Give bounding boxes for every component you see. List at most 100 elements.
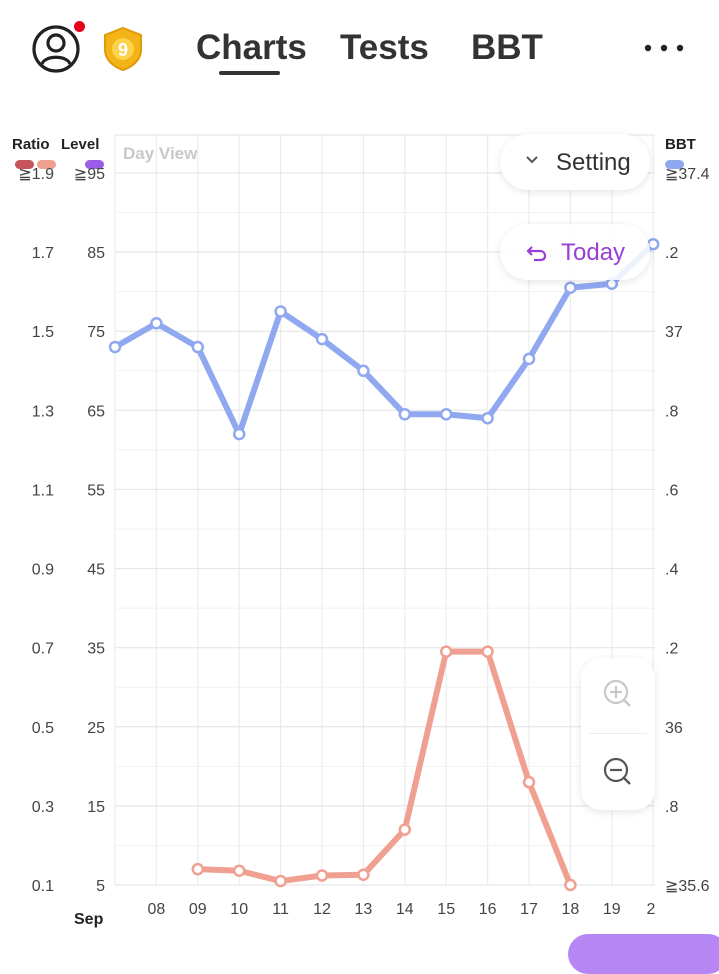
- series-line-0: [112, 241, 657, 438]
- series-point-0: [439, 408, 453, 421]
- setting-button[interactable]: Setting: [500, 134, 650, 190]
- series-point-1: [522, 775, 536, 789]
- level-tick-label: 25: [87, 720, 105, 737]
- level-tick-label: 35: [87, 641, 105, 658]
- ratio-tick-label: 1.3: [32, 403, 54, 420]
- x-tick-label: 08: [148, 901, 166, 918]
- x-tick-label: 14: [396, 901, 414, 918]
- series-point-0: [398, 408, 412, 421]
- chart-series: [108, 237, 660, 892]
- x-tick-label: 15: [437, 901, 455, 918]
- level-legend-swatch: [85, 160, 104, 169]
- ratio-tick-label: 0.5: [32, 720, 54, 737]
- bbt-tick-label: .2: [665, 641, 678, 658]
- series-line-1: [194, 648, 574, 888]
- ratio-tick-label: 0.9: [32, 562, 54, 579]
- bbt-legend-swatch: [665, 160, 684, 169]
- axis-ticks: ≧1.9 1.7 1.5 1.3 1.1 0.9 0.7 0.5 0.3 0.1 ≧95 85 75 65…: [18, 166, 709, 918]
- level-badge-icon[interactable]: 9: [101, 26, 145, 72]
- series-point-1: [481, 645, 494, 658]
- level-tick-label: 55: [87, 482, 105, 499]
- level-badge-number: 9: [118, 40, 128, 60]
- x-tick-label: 16: [479, 901, 497, 918]
- level-tick-label: 75: [87, 324, 105, 341]
- series-point-0: [481, 411, 494, 425]
- series-point-0: [315, 332, 329, 346]
- zoom-in-icon[interactable]: [596, 672, 640, 716]
- user-avatar-icon[interactable]: [31, 24, 81, 74]
- bbt-tick-label: .8: [665, 403, 678, 420]
- x-tick-label: 12: [313, 901, 331, 918]
- series-point-1: [564, 878, 577, 892]
- bbt-tick-label: ≧37.4: [665, 166, 710, 183]
- bbt-tick-label: .4: [665, 562, 678, 579]
- level-tick-label: 5: [96, 878, 105, 895]
- level-tick-label: 45: [87, 562, 105, 579]
- today-label: Today: [561, 239, 626, 266]
- notification-dot: [72, 19, 87, 34]
- x-tick-label: 13: [355, 901, 373, 918]
- series-point-0: [522, 352, 536, 366]
- bbt-axis-title: BBT: [665, 136, 696, 153]
- zoom-controls: [581, 658, 655, 810]
- series-point-0: [564, 281, 577, 294]
- series-point-0: [605, 277, 619, 291]
- ratio-tick-label: 0.7: [32, 641, 54, 658]
- series-point-0: [357, 364, 370, 378]
- x-tick-label: 10: [230, 901, 248, 918]
- tab-tests[interactable]: Tests: [340, 28, 429, 67]
- level-tick-label: 85: [87, 245, 105, 262]
- level-tick-label: 65: [87, 403, 105, 420]
- series-point-1: [439, 645, 453, 658]
- x-tick-label: 19: [603, 901, 621, 918]
- series-point-1: [191, 862, 205, 876]
- return-arrow-icon: [526, 246, 547, 262]
- series-point-0: [191, 340, 205, 354]
- level-tick-label: ≧95: [74, 166, 105, 183]
- bbt-tick-label: .2: [665, 245, 678, 262]
- ratio-tick-label: 0.3: [32, 799, 54, 816]
- level-tick-label: 15: [87, 799, 105, 816]
- tab-bbt[interactable]: BBT: [471, 28, 543, 67]
- ratio-tick-label: ≧1.9: [18, 166, 54, 183]
- app-header: 9 Charts Tests BBT: [0, 0, 719, 100]
- bbt-tick-label: .6: [665, 482, 678, 499]
- series-point-0: [150, 317, 163, 330]
- month-label: Sep: [74, 911, 104, 928]
- series-point-1: [398, 823, 412, 836]
- more-dots-icon[interactable]: [642, 36, 686, 60]
- zoom-separator: [589, 733, 647, 734]
- x-tick-label: 11: [272, 901, 289, 918]
- chevron-down-icon: [526, 156, 538, 164]
- series-point-0: [274, 305, 287, 318]
- ratio-tick-label: 0.1: [32, 878, 54, 895]
- series-point-1: [315, 869, 329, 882]
- bbt-tick-label: 37: [665, 324, 683, 341]
- ratio-tick-label: 1.1: [32, 482, 54, 499]
- series-point-1: [232, 864, 246, 878]
- level-axis-title: Level: [61, 136, 100, 153]
- ratio-legend-swatch-1: [15, 160, 34, 169]
- active-tab-indicator: [219, 71, 280, 75]
- x-tick-label: 17: [520, 901, 538, 918]
- setting-label: Setting: [556, 149, 631, 176]
- ratio-legend-swatch-2: [37, 160, 56, 169]
- bottom-floating-button[interactable]: [568, 934, 719, 974]
- zoom-out-icon[interactable]: [596, 750, 640, 794]
- series-point-1: [357, 868, 370, 881]
- day-view-label: Day View: [123, 144, 198, 163]
- bbt-tick-label: 36: [665, 720, 683, 737]
- x-tick-label: 09: [189, 901, 207, 918]
- x-tick-label: 2: [647, 901, 656, 918]
- ratio-tick-label: 1.5: [32, 324, 54, 341]
- ratio-tick-label: 1.7: [32, 245, 54, 262]
- bbt-tick-label: ≧35.6: [665, 878, 710, 895]
- ratio-axis-title: Ratio: [12, 136, 50, 153]
- tab-charts[interactable]: Charts: [196, 28, 307, 67]
- x-tick-label: 18: [562, 901, 580, 918]
- series-point-1: [274, 874, 287, 888]
- series-point-0: [108, 340, 122, 354]
- bbt-tick-label: .8: [665, 799, 678, 816]
- today-button[interactable]: Today: [500, 224, 650, 280]
- series-point-0: [232, 427, 246, 441]
